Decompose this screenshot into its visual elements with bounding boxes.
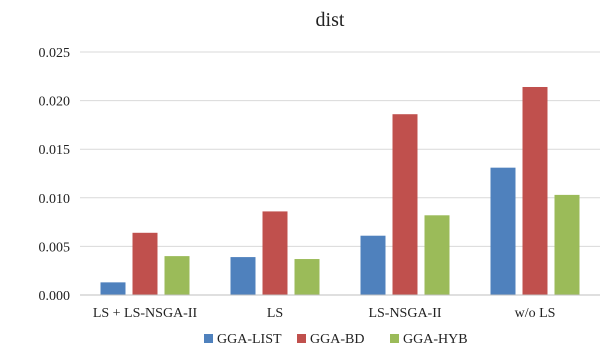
bar-gga-hyb: [164, 256, 190, 295]
bar-gga-bd: [262, 211, 288, 295]
x-axis-categories: LS + LS-NSGA-II LS LS-NSGA-II w/o LS: [93, 306, 556, 321]
x-category-label: w/o LS: [515, 306, 556, 321]
bar-gga-bd: [392, 114, 418, 295]
y-tick-label: 0.000: [39, 289, 71, 304]
y-tick-label: 0.025: [39, 46, 71, 61]
bar-gga-list: [490, 167, 516, 295]
bar-gga-list: [360, 235, 386, 295]
legend: GGA-LIST GGA-BD GGA-HYB: [204, 332, 468, 347]
legend-label: GGA-HYB: [403, 332, 468, 347]
x-category-label: LS-NSGA-II: [368, 306, 441, 321]
gridlines: [80, 51, 600, 247]
bar-gga-hyb: [294, 259, 320, 295]
legend-swatch: [390, 334, 399, 343]
legend-swatch: [297, 334, 306, 343]
x-category-label: LS + LS-NSGA-II: [93, 306, 198, 321]
bars: [100, 86, 580, 295]
y-tick-label: 0.020: [39, 95, 71, 110]
bar-gga-list: [230, 257, 256, 295]
legend-label: GGA-BD: [310, 332, 364, 347]
legend-label: GGA-LIST: [217, 332, 282, 347]
bar-gga-hyb: [554, 194, 580, 295]
y-tick-label: 0.010: [39, 192, 71, 207]
legend-swatch: [204, 334, 213, 343]
bar-gga-bd: [522, 86, 548, 295]
bar-gga-hyb: [424, 215, 450, 295]
chart-title: dist: [316, 9, 345, 31]
y-tick-label: 0.015: [39, 143, 71, 158]
bar-gga-list: [100, 282, 126, 295]
bar-gga-bd: [132, 232, 158, 295]
x-category-label: LS: [267, 306, 283, 321]
y-axis-ticks: 0.000 0.005 0.010 0.015 0.020 0.025: [39, 46, 71, 304]
y-tick-label: 0.005: [39, 240, 71, 255]
